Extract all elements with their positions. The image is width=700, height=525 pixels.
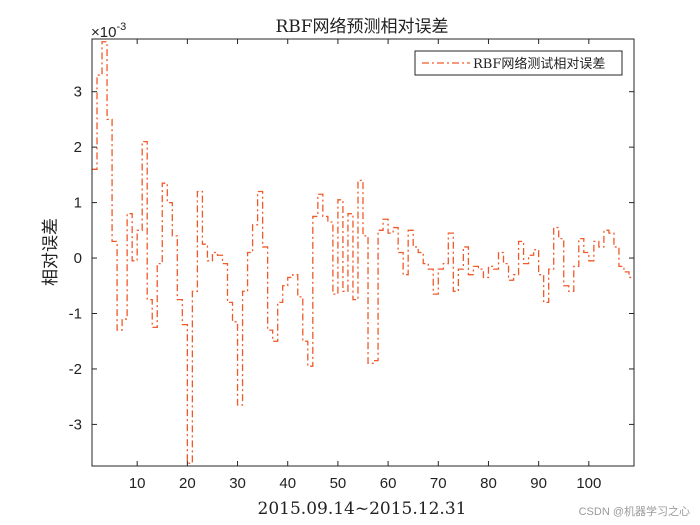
x-tick-label: 20 [179,475,196,492]
series-line-0 [92,41,634,464]
chart-title: RBF网络预测相对误差 [275,17,448,37]
x-tick-label: 100 [576,475,601,492]
y-axis-multiplier-exponent: -3 [116,21,126,33]
x-tick-label: 40 [279,475,296,492]
y-tick-label: -2 [69,361,82,378]
legend: RBF网络测试相对误差 [414,50,623,76]
x-tick-label: 60 [380,475,397,492]
x-axis-ticks: 10 20 30 40 50 60 70 80 90 100 [129,39,601,492]
y-tick-label: 2 [74,139,82,156]
y-axis-multiplier: ×10-3 [91,21,126,41]
y-axis-ticks: -3 -2 -1 0 1 2 3 [69,84,634,433]
y-tick-label: 1 [74,195,82,212]
plot-area [92,39,634,466]
y-tick-label: 0 [74,250,82,267]
legend-label: RBF网络测试相对误差 [473,56,605,72]
x-tick-label: 10 [129,475,146,492]
watermark: CSDN @机器学习之心 [578,506,690,518]
x-axis-label: 2015.09.14~2015.12.31 [258,499,467,519]
legend-box [414,50,623,76]
x-tick-label: 90 [530,475,547,492]
y-axis-multiplier-base: ×10 [91,24,116,41]
series-layer [92,41,634,464]
x-tick-label: 80 [480,475,497,492]
axes-layer [91,38,635,467]
x-tick-label: 70 [430,475,447,492]
y-tick-label: -3 [69,416,82,433]
axes-box [91,38,635,467]
y-axis-label: 相对误差 [41,218,61,286]
y-tick-label: -1 [69,306,82,323]
x-tick-label: 50 [330,475,347,492]
x-tick-label: 30 [229,475,246,492]
y-tick-label: 3 [74,84,82,101]
